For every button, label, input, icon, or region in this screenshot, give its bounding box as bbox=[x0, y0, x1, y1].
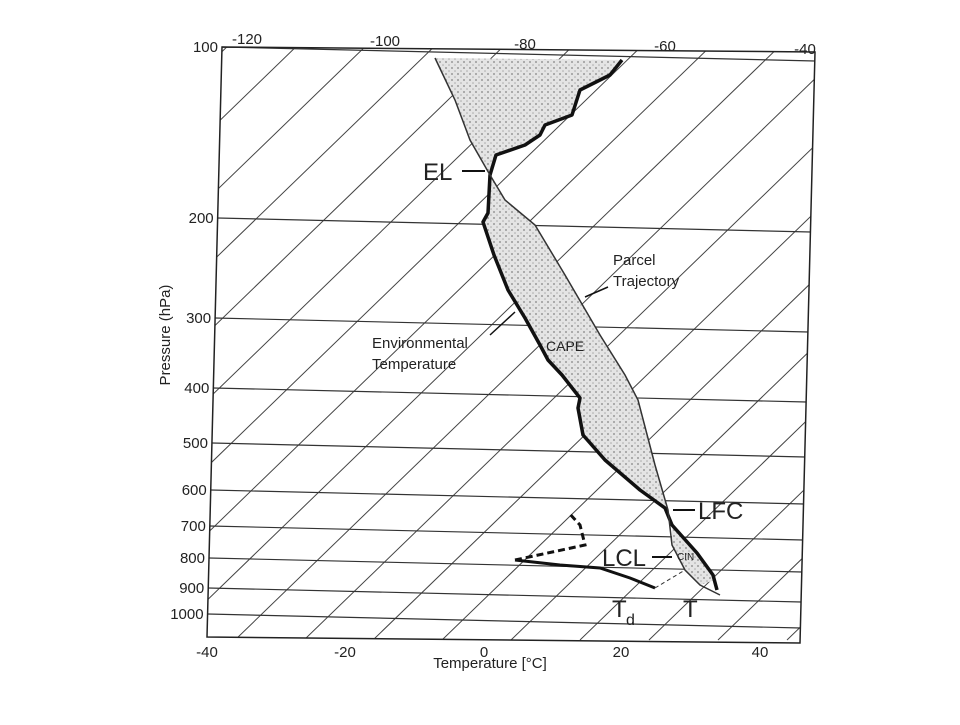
lcl-dashed bbox=[654, 569, 686, 589]
dewpoint-dashed bbox=[514, 510, 587, 562]
bottom-temperature-label: 20 bbox=[613, 644, 630, 661]
pressure-label: 500 bbox=[183, 435, 208, 452]
dewpoint bbox=[514, 558, 656, 590]
environment-arrow bbox=[489, 311, 516, 336]
pressure-label: 400 bbox=[184, 380, 209, 397]
dewpoint-label: T bbox=[612, 596, 627, 623]
pressure-label: 300 bbox=[186, 310, 211, 327]
isotherm bbox=[648, 47, 815, 641]
plot-frame bbox=[206, 46, 816, 644]
pressure-label: 100 bbox=[193, 39, 218, 56]
cin-shading bbox=[672, 525, 715, 585]
temperature-label: T bbox=[683, 596, 698, 623]
isotherm bbox=[207, 47, 649, 641]
isotherm bbox=[717, 47, 815, 641]
isobar bbox=[211, 442, 806, 458]
isotherm bbox=[0, 40, 27, 640]
isobar bbox=[213, 387, 807, 403]
top-temperature-label: -60 bbox=[654, 38, 676, 55]
y-axis-title: Pressure (hPa) bbox=[157, 285, 174, 386]
isotherm bbox=[0, 40, 96, 640]
parcel-trajectory bbox=[434, 57, 721, 596]
lfc-label: LFC bbox=[698, 498, 743, 525]
environment-label: Environmental bbox=[372, 335, 468, 352]
isobars bbox=[207, 46, 816, 629]
cape-label: CAPE bbox=[546, 338, 584, 354]
lcl-label: LCL bbox=[602, 545, 646, 572]
isotherm bbox=[207, 47, 304, 641]
isotherm bbox=[207, 47, 718, 641]
x-axis-title: Temperature [°C] bbox=[433, 655, 547, 672]
cin-label: CIN bbox=[677, 552, 694, 563]
isotherm bbox=[441, 47, 815, 641]
isobar bbox=[209, 525, 803, 541]
isobar bbox=[221, 46, 816, 62]
bottom-temperature-label: 40 bbox=[752, 644, 769, 661]
pressure-label: 200 bbox=[189, 210, 214, 227]
pressure-label: 1000 bbox=[170, 606, 203, 623]
isotherm bbox=[207, 47, 787, 641]
top-temperature-label: -80 bbox=[514, 36, 536, 53]
isotherm bbox=[207, 47, 373, 641]
environmental-temperature bbox=[481, 58, 719, 591]
pressure-label: 900 bbox=[179, 580, 204, 597]
bottom-temperature-label: -20 bbox=[334, 644, 356, 661]
isotherm bbox=[372, 47, 815, 641]
isotherm bbox=[303, 47, 815, 641]
isobar bbox=[210, 489, 804, 505]
isotherm bbox=[207, 47, 442, 641]
isobar bbox=[215, 317, 809, 333]
top-temperature-label: -100 bbox=[370, 33, 400, 50]
pressure-label: 600 bbox=[182, 482, 207, 499]
parcel-label: Trajectory bbox=[613, 273, 680, 290]
isotherm bbox=[207, 47, 511, 641]
bottom-temperature-label: 0 bbox=[480, 644, 488, 661]
isobar bbox=[207, 613, 801, 629]
isobar bbox=[208, 587, 802, 603]
isotherm bbox=[510, 47, 815, 641]
top-temperature-label: -120 bbox=[232, 31, 262, 48]
dewpoint-label-sub: d bbox=[626, 612, 635, 629]
parcel-arrow bbox=[584, 286, 609, 298]
isotherm bbox=[0, 40, 165, 640]
bottom-temperature-label: -40 bbox=[196, 644, 218, 661]
environment-label: Temperature bbox=[372, 356, 456, 373]
isobar bbox=[208, 557, 803, 573]
pressure-label: 700 bbox=[181, 518, 206, 535]
top-temperature-label: -40 bbox=[794, 41, 816, 58]
pressure-label: 800 bbox=[180, 550, 205, 567]
el-label: EL bbox=[423, 159, 452, 186]
parcel-label: Parcel bbox=[613, 252, 656, 269]
cape-shading bbox=[435, 58, 668, 510]
